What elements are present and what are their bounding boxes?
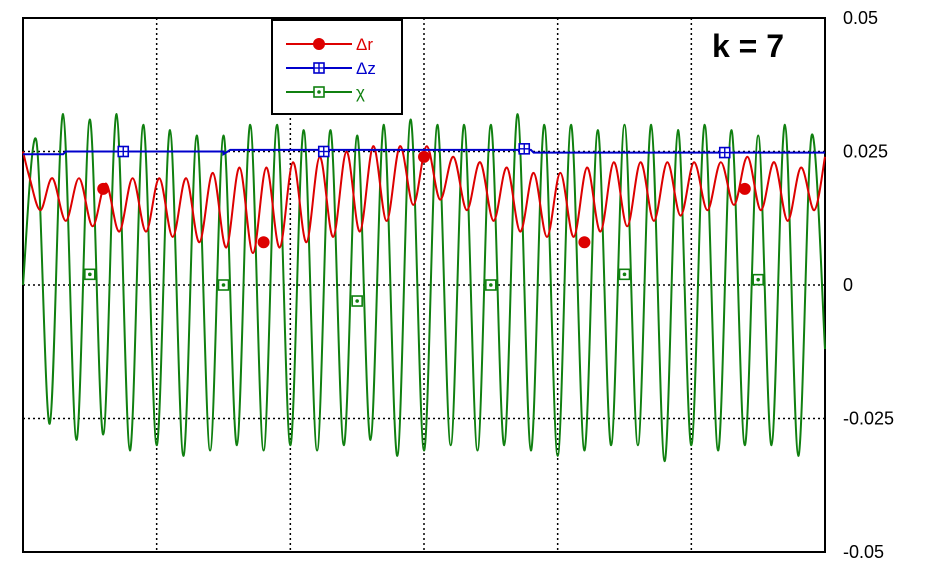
data-point-marker xyxy=(738,182,751,195)
series-chi xyxy=(22,113,826,463)
y-tick-label: 0.05 xyxy=(843,8,878,28)
legend-entry: Δr xyxy=(286,35,373,54)
legend-label: Δr xyxy=(356,35,373,54)
legend-label: Δz xyxy=(356,59,376,78)
data-point-marker xyxy=(217,279,230,291)
series-line xyxy=(22,113,826,463)
data-point-marker xyxy=(317,145,330,158)
data-point-marker xyxy=(313,86,325,98)
data-point-marker xyxy=(313,62,325,74)
data-point-marker xyxy=(752,273,764,286)
series-delta-z xyxy=(23,143,825,159)
y-tick-label: 0.025 xyxy=(843,142,888,162)
y-tick-label: -0.05 xyxy=(843,542,884,562)
data-point-marker xyxy=(313,38,325,50)
series-line xyxy=(23,148,825,157)
series-delta-r xyxy=(22,145,826,255)
grid xyxy=(23,18,825,552)
legend-entry: χ xyxy=(286,83,365,102)
data-point-marker xyxy=(117,145,130,158)
data-point-marker xyxy=(257,236,270,249)
legend-label: χ xyxy=(356,83,365,102)
data-point-marker xyxy=(418,150,430,163)
data-point-marker xyxy=(84,268,96,281)
series-layer xyxy=(22,113,826,463)
data-point-marker xyxy=(97,182,110,195)
data-point-marker xyxy=(718,146,731,159)
series-line xyxy=(22,145,826,255)
data-point-marker xyxy=(485,279,497,291)
data-point-marker xyxy=(618,268,631,281)
y-tick-label: -0.025 xyxy=(843,409,894,429)
data-point-marker xyxy=(518,143,531,155)
data-point-marker xyxy=(578,236,591,249)
legend-entry: Δz xyxy=(286,59,376,78)
y-tick-label: 0 xyxy=(843,275,853,295)
legend: Δr Δz χ xyxy=(271,19,403,115)
data-point-marker xyxy=(351,295,363,307)
k-annotation: k = 7 xyxy=(712,28,784,64)
y-tick-labels: 0.05 0.025 0 -0.025 -0.05 xyxy=(843,8,894,562)
